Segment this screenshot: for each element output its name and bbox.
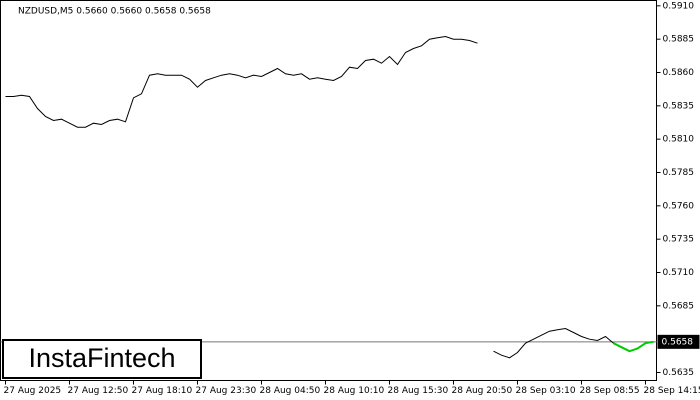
x-tick-label: 27 Aug 18:10 bbox=[132, 386, 193, 396]
x-tick-label: 28 Aug 15:30 bbox=[388, 386, 449, 396]
x-tick-label: 28 Aug 20:50 bbox=[452, 386, 513, 396]
y-tick-label: 0.5910 bbox=[663, 1, 695, 11]
chart-title: NZDUSD,M5 0.5660 0.5660 0.5658 0.5658 bbox=[18, 7, 211, 17]
x-tick-label: 27 Aug 2025 bbox=[4, 386, 62, 396]
plot-frame bbox=[0, 0, 657, 381]
y-tick-label: 0.5785 bbox=[663, 168, 695, 178]
y-tick-label: 0.5810 bbox=[663, 135, 695, 145]
x-tick-label: 28 Aug 10:10 bbox=[324, 386, 385, 396]
y-tick-label: 0.5635 bbox=[663, 368, 695, 378]
x-tick-label: 27 Aug 23:30 bbox=[196, 386, 257, 396]
pattern-highlight bbox=[613, 340, 654, 353]
price-line-series bbox=[5, 35, 478, 128]
logo: InstaFintech bbox=[28, 343, 175, 373]
logo-box bbox=[2, 339, 202, 379]
y-tick-label: 0.5885 bbox=[663, 35, 695, 45]
price-label-box bbox=[657, 334, 700, 349]
x-tick-label: 28 Sep 03:10 bbox=[516, 386, 576, 396]
y-tick-label: 0.5835 bbox=[663, 101, 695, 111]
x-tick-label: 27 Aug 12:50 bbox=[68, 386, 129, 396]
y-tick-label: 0.5735 bbox=[663, 235, 695, 245]
y-tick-label: 0.5710 bbox=[663, 268, 695, 278]
x-tick-label: 28 Sep 08:55 bbox=[580, 386, 640, 396]
x-tick-label: 28 Aug 04:50 bbox=[260, 386, 321, 396]
price-label: 0.5658 bbox=[662, 337, 694, 347]
y-tick-label: 0.5860 bbox=[663, 68, 695, 78]
y-tick-label: 0.5685 bbox=[663, 301, 695, 311]
y-tick-label: 0.5760 bbox=[663, 201, 695, 211]
x-tick-label: 28 Sep 14:15 bbox=[644, 386, 700, 396]
